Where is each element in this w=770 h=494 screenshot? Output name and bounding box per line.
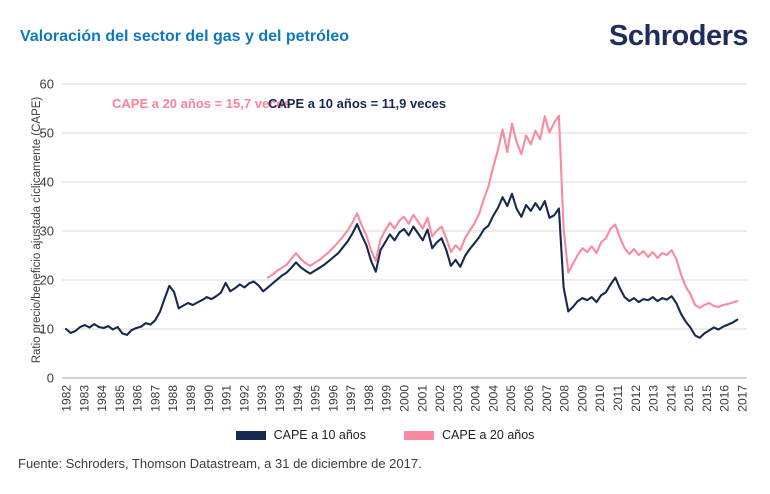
legend-item-1: CAPE a 20 años — [404, 428, 534, 442]
x-tick-label-27: 2007 — [540, 385, 554, 412]
x-tick-label-13: 1994 — [291, 385, 305, 412]
y-tick-label-40: 40 — [40, 175, 54, 190]
logo-text-left: Schr — [609, 20, 672, 52]
annotation-cape-20: CAPE a 20 años = 15,7 veces — [112, 96, 291, 111]
x-tick-label-11: 1993 — [255, 385, 269, 412]
x-tick-label-5: 1987 — [148, 385, 162, 412]
x-tick-label-6: 1988 — [166, 385, 180, 412]
x-tick-label-31: 2011 — [611, 385, 625, 411]
chart-line-cape-a-20-años — [266, 114, 739, 309]
x-tick-label-24: 2004 — [486, 385, 500, 412]
x-tick-label-32: 2012 — [629, 385, 643, 412]
x-tick-label-38: 2017 — [736, 385, 750, 412]
legend-label: CAPE a 10 años — [273, 428, 366, 442]
x-tick-label-2: 1984 — [95, 385, 109, 412]
x-tick-label-12: 1993 — [273, 385, 287, 412]
logo-split-o-icon: o — [671, 20, 690, 52]
x-tick-label-0: 1982 — [60, 385, 74, 412]
annotation-cape-10: CAPE a 10 años = 11,9 veces — [268, 96, 447, 111]
x-tick-label-1: 1983 — [77, 385, 91, 412]
x-tick-label-21: 2002 — [433, 385, 447, 412]
x-tick-label-7: 1989 — [184, 385, 198, 412]
y-tick-label-10: 10 — [40, 322, 54, 337]
y-tick-label-20: 20 — [40, 273, 54, 288]
x-tick-label-14: 1995 — [309, 385, 323, 412]
y-tick-label-60: 60 — [40, 77, 54, 92]
schroders-logo: Schroders — [609, 20, 748, 53]
x-tick-label-15: 1996 — [326, 385, 340, 412]
x-tick-label-22: 2003 — [451, 385, 465, 412]
legend-swatch-icon — [235, 430, 266, 440]
legend-item-0: CAPE a 10 años — [235, 428, 366, 442]
x-tick-label-33: 2013 — [647, 385, 661, 412]
legend-label: CAPE a 20 años — [442, 428, 535, 442]
page-title: Valoración del sector del gas y del petr… — [20, 28, 349, 45]
x-tick-label-4: 1986 — [131, 385, 145, 412]
x-tick-label-3: 1985 — [113, 385, 127, 412]
x-tick-label-36: 2015 — [700, 385, 714, 412]
x-tick-label-23: 2004 — [469, 385, 483, 412]
x-tick-label-18: 1999 — [380, 385, 394, 412]
x-tick-label-25: 2005 — [504, 385, 518, 412]
logo-text-right: ders — [688, 20, 749, 52]
y-tick-label-30: 30 — [40, 224, 54, 239]
x-tick-label-29: 2009 — [575, 385, 589, 412]
x-tick-label-10: 1992 — [237, 385, 251, 412]
x-tick-label-34: 2014 — [664, 385, 678, 412]
x-tick-label-8: 1990 — [202, 385, 216, 412]
chart-line-cape-a-10-años — [64, 192, 739, 339]
x-tick-label-20: 2001 — [415, 385, 429, 412]
x-tick-label-35: 2015 — [682, 385, 696, 412]
x-tick-label-9: 1991 — [220, 385, 234, 412]
x-tick-label-26: 2006 — [522, 385, 536, 412]
x-tick-label-19: 2000 — [398, 385, 412, 412]
y-tick-label-50: 50 — [40, 126, 54, 141]
y-tick-label-0: 0 — [47, 371, 54, 386]
x-tick-label-16: 1997 — [344, 385, 358, 412]
x-tick-label-30: 2010 — [593, 385, 607, 412]
x-tick-label-28: 2008 — [558, 385, 572, 412]
source-note: Fuente: Schroders, Thomson Datastream, a… — [18, 456, 422, 471]
x-tick-label-37: 2016 — [718, 385, 732, 412]
legend-swatch-icon — [404, 430, 434, 440]
x-tick-label-17: 1998 — [362, 385, 376, 412]
chart-legend: CAPE a 10 años CAPE a 20 años — [0, 428, 770, 442]
